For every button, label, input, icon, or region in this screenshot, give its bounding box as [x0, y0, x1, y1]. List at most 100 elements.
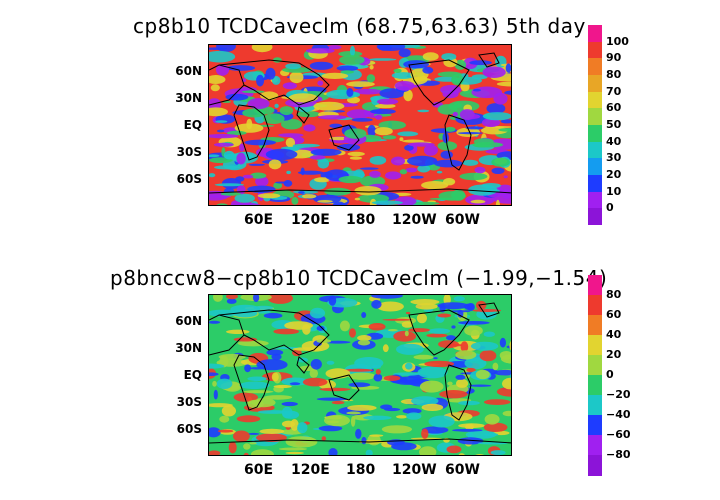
cloud-field-patch — [437, 313, 452, 318]
cloud-field-patch — [284, 321, 313, 330]
cloud-field-patch — [316, 339, 332, 344]
cloud-field-patch — [382, 318, 413, 321]
cloud-field-patch — [391, 442, 417, 451]
cloud-field-patch — [256, 433, 287, 442]
cloud-field-patch — [371, 200, 403, 205]
colorbar-segment — [588, 91, 602, 109]
cloud-field-patch — [440, 150, 453, 159]
colorbar-label: 80 — [606, 68, 622, 81]
panel-2-lat-label: 30S — [176, 395, 202, 409]
cloud-field-patch — [470, 341, 499, 351]
cloud-field-patch — [423, 144, 438, 156]
cloud-field-patch — [491, 167, 505, 174]
cloud-field-patch — [424, 360, 455, 368]
cloud-field-patch — [275, 181, 289, 184]
cloud-field-patch — [234, 123, 264, 133]
cloud-field-patch — [351, 118, 373, 122]
cloud-field-patch — [413, 354, 434, 360]
cloud-field-patch — [468, 384, 492, 387]
cloud-field-patch — [502, 377, 511, 390]
cloud-field-patch — [462, 91, 471, 94]
colorbar-segment — [588, 455, 602, 476]
cloud-field-patch — [217, 429, 234, 433]
colorbar-segment — [588, 335, 602, 356]
cloud-field-patch — [465, 423, 474, 431]
cloud-field-patch — [321, 72, 349, 79]
colorbar-label: −80 — [606, 448, 631, 461]
cloud-field-patch — [346, 88, 354, 97]
cloud-field-patch — [437, 104, 458, 115]
cloud-field-patch — [209, 75, 226, 84]
coastline — [209, 188, 511, 194]
cloud-field-patch — [219, 415, 230, 423]
cloud-field-patch — [247, 98, 270, 110]
colorbar-label: 0 — [606, 201, 614, 215]
cloud-field-patch — [215, 120, 228, 123]
cloud-field-patch — [331, 400, 345, 405]
coastline — [218, 59, 330, 106]
cloud-field-patch — [399, 169, 408, 175]
colorbar-label: −60 — [606, 428, 631, 441]
cloud-field-patch — [392, 372, 420, 376]
cloud-field-patch — [354, 357, 384, 369]
panel-1-map — [208, 44, 512, 206]
cloud-field-patch — [263, 113, 285, 124]
cloud-field-patch — [457, 309, 464, 318]
cloud-field-patch — [377, 98, 399, 105]
cloud-field-patch — [404, 144, 414, 151]
panel-1-lon-label: 60E — [244, 212, 274, 228]
cloud-field-patch — [458, 453, 465, 455]
cloud-field-patch — [214, 183, 245, 187]
cloud-field-patch — [475, 369, 490, 380]
cloud-field-patch — [243, 390, 274, 394]
cloud-field-patch — [292, 347, 322, 351]
cloud-field-patch — [371, 299, 382, 309]
coastline — [478, 52, 500, 68]
cloud-field-patch — [361, 436, 367, 445]
panel-1-colorbar: 100 90 80 70 60 50 40 30 20 10 0 — [588, 25, 629, 226]
cloud-field-patch — [288, 93, 318, 103]
coastline — [233, 354, 270, 411]
cloud-field-patch — [360, 167, 379, 170]
cloud-field-patch — [248, 163, 265, 166]
cloud-field-patch — [388, 329, 398, 332]
cloud-field-patch — [457, 437, 484, 445]
panel-1-lat-label: 30S — [176, 145, 202, 159]
cloud-field-patch — [433, 159, 463, 168]
cloud-field-patch — [484, 414, 500, 425]
colorbar-label: 20 — [606, 168, 622, 181]
cloud-field-patch — [350, 45, 355, 57]
cloud-field-patch — [446, 445, 462, 454]
cloud-field-patch — [300, 167, 305, 176]
cloud-field-patch — [483, 331, 495, 337]
panel-1-lon-label: 120E — [291, 212, 330, 228]
cloud-field-patch — [214, 165, 239, 170]
colorbar-segment — [588, 75, 602, 93]
cloud-field-patch — [285, 63, 302, 70]
cloud-field-patch — [274, 103, 279, 108]
cloud-field-patch — [407, 155, 438, 167]
cloud-field-patch — [319, 387, 351, 392]
cloud-field-patch — [438, 340, 459, 349]
cloud-field-patch — [375, 369, 381, 375]
cloud-field-patch — [338, 175, 363, 184]
cloud-field-patch — [324, 414, 350, 427]
cloud-field-patch — [469, 60, 492, 66]
cloud-field-patch — [244, 139, 276, 146]
cloud-field-patch — [265, 148, 298, 160]
cloud-field-patch — [244, 364, 251, 373]
cloud-field-patch — [327, 45, 342, 50]
coastline — [478, 302, 500, 318]
cloud-field-patch — [317, 80, 324, 86]
cloud-field-patch — [305, 48, 335, 54]
cloud-field-patch — [417, 164, 431, 173]
cloud-field-patch — [242, 174, 254, 179]
cloud-field-patch — [243, 443, 251, 450]
colorbar-segment — [588, 58, 602, 76]
colorbar-segment — [588, 435, 602, 456]
cloud-field-patch — [499, 337, 506, 348]
cloud-field-patch — [209, 98, 222, 110]
cloud-field-patch — [402, 139, 425, 143]
cloud-field-patch — [419, 380, 444, 393]
cloud-field-patch — [405, 362, 413, 370]
